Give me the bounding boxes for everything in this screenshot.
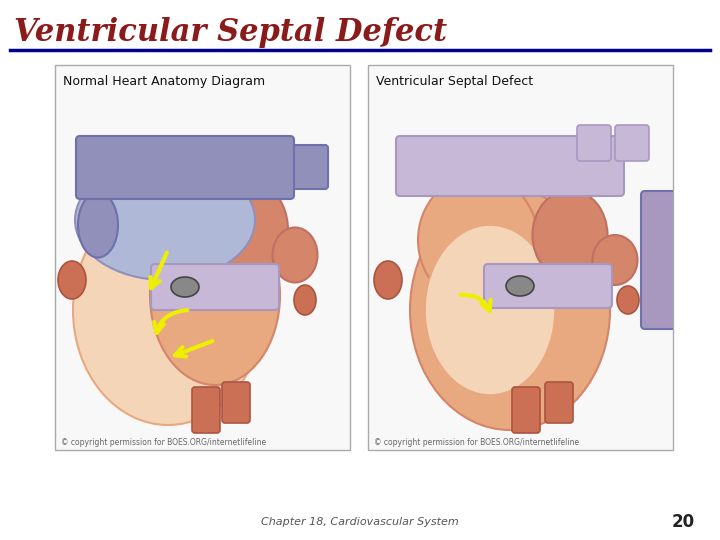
FancyBboxPatch shape [484,264,612,308]
FancyBboxPatch shape [222,382,250,423]
Text: Ventricular Septal Defect: Ventricular Septal Defect [14,17,447,48]
Text: Ventricular Septal Defect: Ventricular Septal Defect [376,75,533,87]
Ellipse shape [73,195,263,425]
Ellipse shape [506,276,534,296]
Text: 20: 20 [672,513,695,531]
Ellipse shape [533,190,608,280]
FancyBboxPatch shape [76,136,294,199]
FancyBboxPatch shape [545,382,573,423]
Ellipse shape [593,235,637,285]
Text: © copyright permission for BOES.ORG/internetlifeline: © copyright permission for BOES.ORG/inte… [61,438,266,447]
Ellipse shape [425,225,555,395]
Ellipse shape [410,190,610,430]
Text: Normal Heart Anatomy Diagram: Normal Heart Anatomy Diagram [63,75,265,87]
FancyBboxPatch shape [577,125,611,161]
FancyBboxPatch shape [262,145,328,189]
FancyBboxPatch shape [151,264,279,310]
Bar [368,65,673,450]
Ellipse shape [374,261,402,299]
Ellipse shape [418,175,538,305]
Text: © copyright permission for BOES.ORG/internetlifeline: © copyright permission for BOES.ORG/inte… [374,438,579,447]
FancyBboxPatch shape [512,387,540,433]
Ellipse shape [272,227,318,282]
Ellipse shape [58,261,86,299]
Text: Chapter 18, Cardiovascular System: Chapter 18, Cardiovascular System [261,517,459,527]
Ellipse shape [208,180,288,280]
Ellipse shape [171,277,199,297]
Ellipse shape [150,205,280,385]
FancyBboxPatch shape [396,136,624,196]
FancyBboxPatch shape [615,125,649,161]
Ellipse shape [294,285,316,315]
Ellipse shape [78,192,118,258]
Ellipse shape [75,160,255,280]
FancyBboxPatch shape [192,387,220,433]
Bar [55,65,350,450]
FancyBboxPatch shape [641,191,677,329]
Ellipse shape [617,286,639,314]
